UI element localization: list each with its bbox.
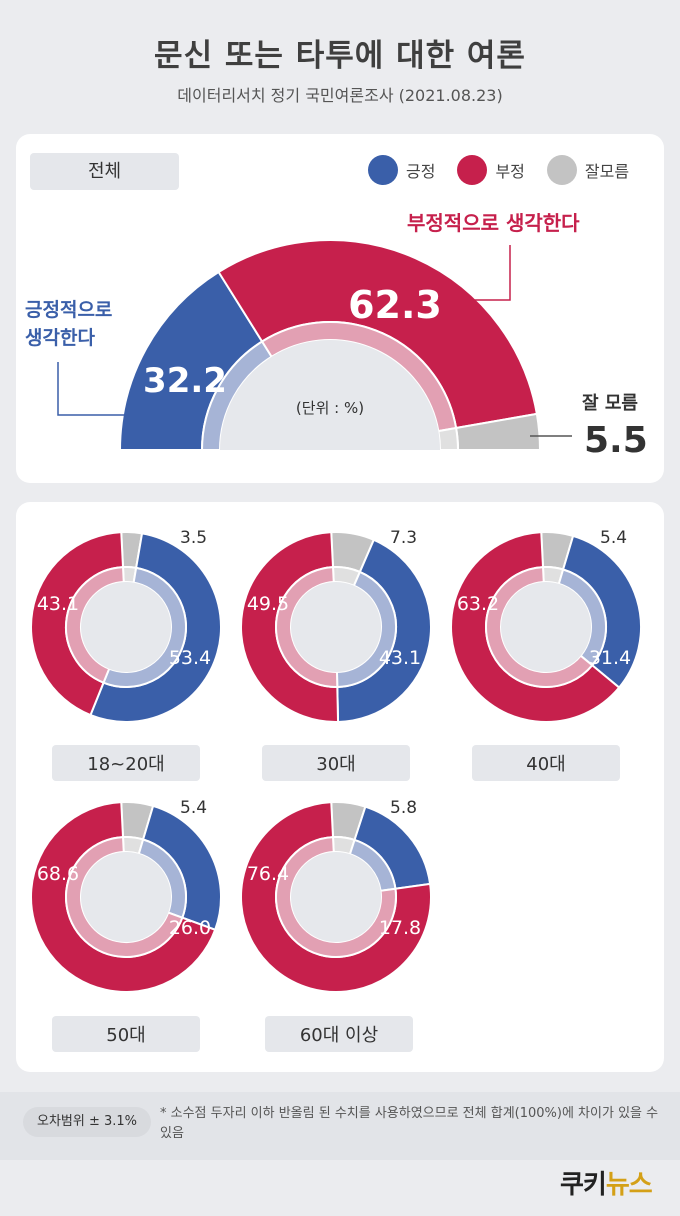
donut-3-center [501,582,591,672]
age-pill-label-3: 40대 [526,754,565,775]
legend-item-unknown: 잘모름 [546,155,630,185]
age-pill-label-1: 18~20대 [87,754,164,775]
gauge-center [220,340,440,450]
donut-1-unknown-value: 3.5 [180,528,207,548]
negative-dot-icon [457,155,488,185]
page-subtitle: 데이터리서치 정기 국민여론조사 (2021.08.23) [177,86,503,105]
donut-4-center [81,852,171,942]
legend: 긍정 부정 잘모름 [368,155,651,185]
negative-callout-line [468,245,511,301]
donut-3-negative-value: 63.2 [457,593,499,615]
donut-1-negative-value: 43.1 [37,593,79,615]
positive-callout-line [57,362,130,416]
legend-label: 긍정 [406,162,436,181]
overall-pill: 전체 [30,153,179,190]
donut-4-unknown-value: 5.4 [180,798,207,818]
value-label-unknown: 5.5 [584,420,648,461]
donut-1-inner-부정 [65,566,125,684]
positive-dot-icon [368,155,398,185]
donut-2-center [291,582,381,672]
value-label-positive: 32.2 [143,361,227,401]
donut-4-negative-value: 68.6 [37,863,79,885]
logo-main: 쿠키 [560,1170,607,1200]
unknown-callout: 잘 모름 [582,393,638,414]
age-pill-4 [52,1016,200,1052]
donut-5-unknown-value: 5.8 [390,798,417,818]
donut-2-unknown-value: 7.3 [390,528,417,548]
age-pill-label-2: 30대 [316,754,355,775]
footnote: * 소수점 두자리 이하 반올림 된 수치를 사용하였으므로 전체 합계(100… [160,1106,659,1141]
age-pill-label-4: 50대 [106,1025,145,1046]
age-pill-1 [52,745,200,781]
donut-1-positive-value: 53.4 [169,647,211,669]
margin-of-error-badge: 오차범위 ± 3.1% [23,1107,151,1137]
donut-4-positive-value: 26.0 [169,917,211,939]
legend-label: 부정 [495,162,525,181]
age-pill-2 [262,745,410,781]
value-label-negative: 62.3 [348,283,442,327]
age-pill-label-5: 60대 이상 [300,1025,378,1046]
donut-3-positive-value: 31.4 [589,647,631,669]
donut-3-unknown-value: 5.4 [600,528,627,548]
legend-item-positive: 긍정 [368,155,435,185]
gauge-inner-segment-잘모름 [437,426,460,451]
donut-5-center [291,852,381,942]
negative-callout: 부정적으로 생각한다 [407,211,580,235]
unit-label: (단위 : %) [296,399,364,417]
unknown-dot-icon [546,155,577,185]
age-pill-5 [265,1016,413,1052]
donut-2-positive-value: 43.1 [379,647,421,669]
brand-logo: 쿠키뉴스 [560,1164,653,1201]
legend-label: 잘모름 [584,162,630,181]
positive-callout-line2: 생각한다 [25,327,95,349]
donut-1-center [81,582,171,672]
donut-2-negative-value: 49.5 [247,593,289,615]
logo-accent: 뉴스 [605,1170,653,1200]
donut-5-positive-value: 17.8 [379,917,421,939]
age-pill-3 [472,745,620,781]
positive-callout-line1: 긍정적으로 [25,299,112,321]
donut-5-negative-value: 76.4 [247,863,289,885]
page-title: 문신 또는 타투에 대한 여론 [154,38,526,74]
legend-item-negative: 부정 [457,155,525,185]
